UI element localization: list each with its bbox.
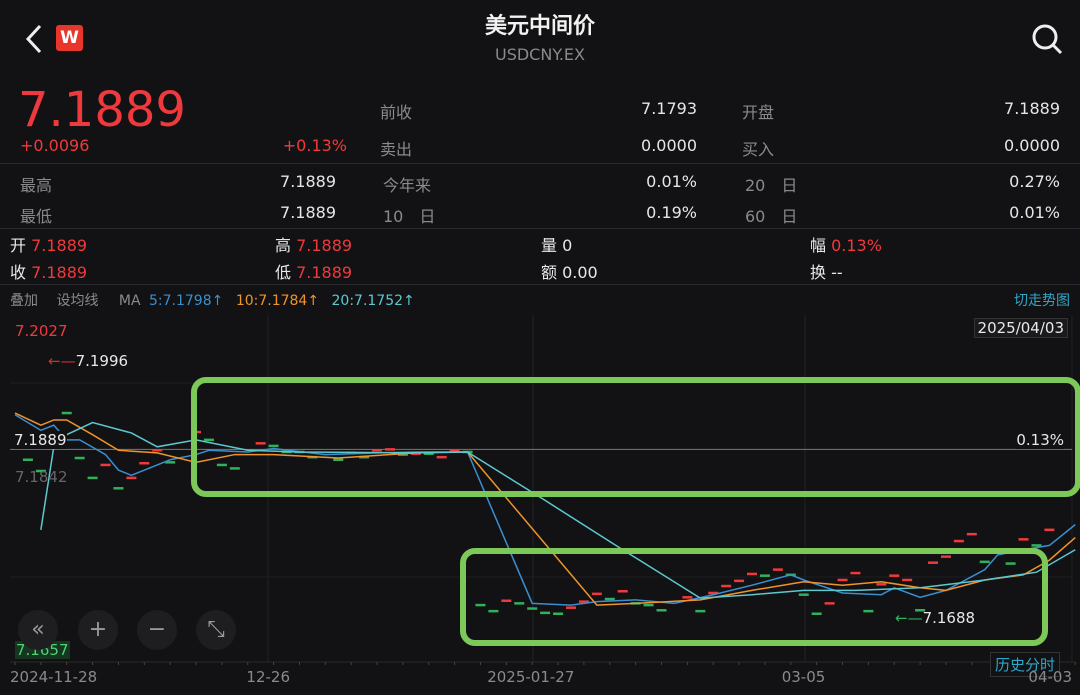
ma5-value: 5:7.1798↑ [149, 293, 224, 309]
max-price-label: 7.1996 [75, 352, 129, 370]
back-button[interactable] [22, 22, 48, 56]
low-value: 7.1889 [280, 203, 336, 222]
ytd-value: 0.01% [646, 172, 697, 191]
series-line-ma10 [14, 412, 1076, 606]
d60-value: 0.01% [1009, 203, 1060, 222]
ohlc-amount: 额 0.00 [541, 259, 598, 283]
price-change: +0.0096 [20, 136, 90, 155]
ma20-value: 20:7.1752↑ [331, 293, 415, 309]
y-mid-label: 7.1842 [15, 468, 68, 486]
value: 7.1889 [296, 263, 353, 282]
app-logo: W [56, 25, 83, 51]
label: 低 [275, 263, 292, 282]
max-price-marker: ←—7.1996 [48, 352, 129, 370]
prev-close-label: 前收 [380, 103, 413, 122]
label: 换 [810, 263, 827, 282]
d20-label: 20 日 [745, 176, 798, 195]
zoom-in-button[interactable]: + [78, 610, 118, 650]
label: 高 [275, 236, 292, 255]
d10-label: 10 日 [383, 207, 436, 226]
sell-value: 0.0000 [641, 136, 697, 155]
price-change-pct: +0.13% [282, 136, 347, 155]
label: 量 [541, 236, 558, 255]
d10-value: 0.19% [646, 203, 697, 222]
overlay-button[interactable]: 叠加 [10, 293, 38, 309]
search-icon [1032, 24, 1063, 55]
search-button[interactable] [1030, 22, 1064, 60]
zoom-out-button[interactable]: − [137, 610, 177, 650]
low-label: 最低 [20, 207, 53, 226]
high-value: 7.1889 [280, 172, 336, 191]
value: 0 [562, 236, 573, 255]
ma-toolbar: 叠加 设均线 MA 5:7.1798↑ 10:7.1784↑ 20:7.1752… [10, 290, 415, 310]
buy-value: 0.0000 [1004, 136, 1060, 155]
open-label: 开盘 [742, 103, 775, 122]
label: 开 [10, 236, 27, 255]
set-ma-button[interactable]: 设均线 [56, 293, 99, 309]
value: 7.1889 [296, 236, 353, 255]
sell-label: 卖出 [380, 140, 413, 159]
open-value: 7.1889 [1004, 99, 1060, 118]
ohlc-open: 开 7.1889 [10, 232, 87, 256]
divider [0, 284, 1080, 285]
history-intraday-button[interactable]: 历史分时 [990, 652, 1061, 677]
current-price-label: 7.1889 [14, 431, 67, 449]
highlight-box [460, 548, 1048, 646]
prev-close-value: 7.1793 [641, 99, 697, 118]
switch-chart-button[interactable]: 切走势图 [1014, 293, 1070, 309]
x-tick-label: 12-26 [246, 668, 291, 686]
highlight-box [191, 377, 1080, 497]
page-title: 美元中间价 [484, 14, 595, 39]
min-price-label: 7.1688 [922, 609, 976, 627]
ohlc-low: 低 7.1889 [275, 259, 352, 283]
label: 幅 [810, 236, 827, 255]
ohlc-amplitude: 幅 0.13% [810, 232, 882, 256]
current-pct-label: 0.13% [1016, 431, 1064, 449]
x-tick-label: 04-03 [1028, 668, 1072, 686]
value: 0.13% [831, 236, 882, 255]
buy-label: 买入 [742, 140, 775, 159]
label: 收 [10, 263, 27, 282]
ytd-label: 今年来 [383, 176, 432, 195]
value: 0.00 [562, 263, 598, 282]
x-tick-label: 03-05 [781, 668, 826, 686]
value: 7.1889 [31, 236, 88, 255]
ohlc-turnover: 换 -- [810, 259, 843, 283]
scroll-back-button[interactable]: « [18, 610, 58, 650]
divider [0, 228, 1080, 229]
d60-label: 60 日 [745, 207, 798, 226]
high-label: 最高 [20, 176, 53, 195]
ohlc-volume: 量 0 [541, 232, 572, 256]
ohlc-close: 收 7.1889 [10, 259, 87, 283]
min-price-marker: ←—7.1688 [895, 609, 976, 627]
fullscreen-button[interactable]: ⤡ [196, 610, 236, 650]
date-label: 2025/04/03 [973, 318, 1068, 338]
series-line-ma5 [14, 414, 1076, 606]
ohlc-high: 高 7.1889 [275, 232, 352, 256]
y-max-label: 7.2027 [15, 322, 68, 340]
x-tick-label: 2025-01-27 [487, 668, 575, 686]
symbol-subtitle: USDCNY.EX [494, 45, 585, 64]
last-price: 7.1889 [18, 82, 186, 138]
value: 7.1889 [31, 263, 88, 282]
value: -- [831, 263, 843, 282]
d20-value: 0.27% [1009, 172, 1060, 191]
chevron-left-icon [25, 24, 42, 54]
series-line-ma20 [40, 421, 1076, 599]
ma-label: MA [118, 293, 141, 309]
label: 额 [541, 263, 558, 282]
ma10-value: 10:7.1784↑ [235, 293, 320, 309]
divider [0, 163, 1080, 164]
x-tick-label: 2024-11-28 [10, 668, 98, 686]
